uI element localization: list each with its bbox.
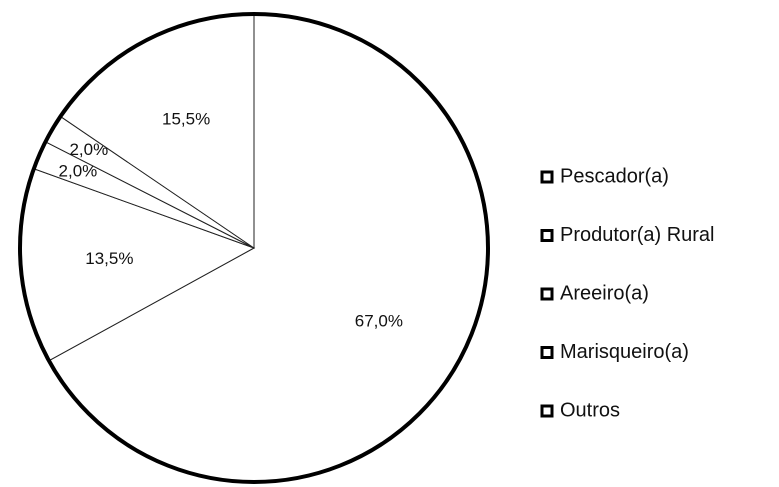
legend-label: Pescador(a) [560,165,669,187]
legend-swatch [540,170,554,184]
legend-label: Marisqueiro(a) [560,341,689,363]
legend-label: Produtor(a) Rural [560,224,715,246]
data-label: 2,0% [59,161,98,180]
pie-outline [18,12,490,484]
data-label: 15,5% [162,109,210,128]
data-label: 13,5% [85,249,133,268]
legend-swatch [540,346,554,359]
data-label: 67,0% [355,311,403,330]
legend-swatch [540,404,554,418]
legend-swatch [540,229,554,242]
legend-label: Areeiro(a) [560,282,649,304]
legend-swatch [540,287,554,301]
legend-label: Outros [560,399,620,421]
data-label: 2,0% [69,140,108,159]
